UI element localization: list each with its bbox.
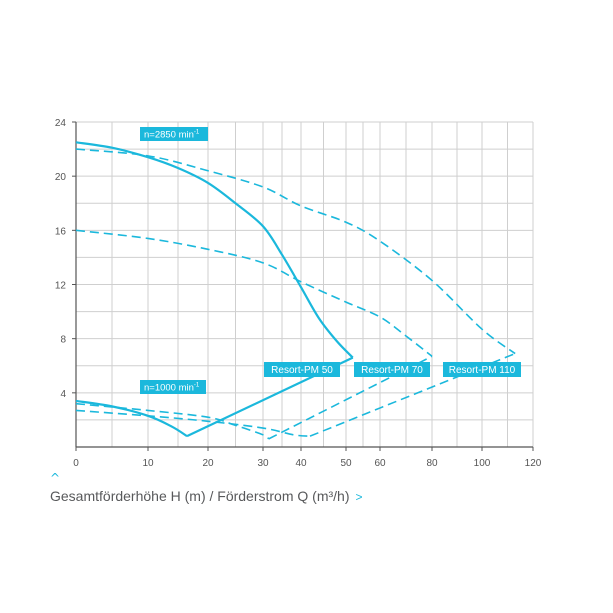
y-tick-label: 12 xyxy=(55,281,67,292)
speed-label: n=1000 min-1 xyxy=(144,383,200,394)
x-tick-label: 30 xyxy=(257,458,269,469)
x-tick-label: 20 xyxy=(202,458,214,469)
chevron-right-icon[interactable]: > xyxy=(355,490,363,504)
series-label: Resort-PM 110 xyxy=(449,365,516,376)
x-tick-label: 120 xyxy=(525,458,542,469)
axes: 0 10 20 30 40 50 60 80 100 120 4 8 12 16 20 24 xyxy=(55,118,542,469)
y-tick-label: 24 xyxy=(55,118,67,129)
series-labels: Resort-PM 50 Resort-PM 70 Resort-PM 110 n=2… xyxy=(140,127,521,394)
series-curve-low xyxy=(75,399,188,438)
series-label: Resort-PM 70 xyxy=(361,365,423,376)
caption-text: Gesamtförderhöhe H (m) / Förderstrom Q (… xyxy=(50,488,350,504)
x-tick-label: 50 xyxy=(340,458,352,469)
x-tick-label: 80 xyxy=(426,458,438,469)
series-label: Resort-PM 50 xyxy=(271,365,333,376)
x-tick-label: 60 xyxy=(374,458,386,469)
y-tick-label: 16 xyxy=(55,226,67,237)
y-tick-label: 8 xyxy=(60,335,66,346)
series-label-box xyxy=(354,362,430,377)
speed-label-box xyxy=(140,127,208,141)
series-curve-high xyxy=(75,141,354,359)
series-curve-low xyxy=(75,402,270,440)
series-curve-high xyxy=(75,229,433,357)
series-curve-high xyxy=(75,148,516,355)
speed-label: n=2850 min-1 xyxy=(144,130,200,141)
caret-up-icon[interactable]: ^ xyxy=(50,471,61,485)
x-tick-label: 40 xyxy=(295,458,307,469)
y-tick-label: 20 xyxy=(55,172,67,183)
speed-label-box xyxy=(140,380,206,394)
x-tick-label: 100 xyxy=(474,458,491,469)
x-tick-label: 0 xyxy=(73,458,79,469)
series-connector xyxy=(268,355,433,440)
curves xyxy=(75,141,516,440)
series-label-box xyxy=(264,362,340,377)
y-tick-label: 4 xyxy=(60,389,66,400)
series-label-box xyxy=(443,362,521,377)
x-tick-label: 10 xyxy=(142,458,154,469)
series-curve-low xyxy=(75,409,311,437)
axis-caption: Gesamtförderhöhe H (m) / Förderstrom Q (… xyxy=(50,488,363,504)
grid xyxy=(75,121,534,448)
